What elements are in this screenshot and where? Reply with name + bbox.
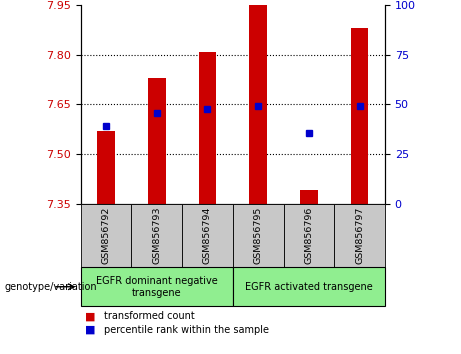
Text: transformed count: transformed count (104, 312, 195, 321)
Bar (97, 131, 115, 204)
Text: GSM856794: GSM856794 (203, 207, 212, 264)
Bar (300, 190, 318, 204)
Text: GSM856795: GSM856795 (254, 207, 263, 264)
Text: ■: ■ (85, 325, 96, 335)
Text: GSM856796: GSM856796 (304, 207, 313, 264)
Text: EGFR activated transgene: EGFR activated transgene (245, 282, 373, 292)
Bar (148, 78, 165, 204)
Text: ■: ■ (85, 312, 96, 321)
Bar (351, 28, 368, 204)
Text: EGFR dominant negative
transgene: EGFR dominant negative transgene (96, 276, 218, 298)
Text: percentile rank within the sample: percentile rank within the sample (104, 325, 269, 335)
Bar (199, 52, 216, 204)
Text: genotype/variation: genotype/variation (5, 282, 97, 292)
Text: GSM856793: GSM856793 (152, 207, 161, 264)
Text: GSM856797: GSM856797 (355, 207, 364, 264)
Bar (249, 5, 267, 204)
Text: GSM856792: GSM856792 (101, 207, 111, 264)
